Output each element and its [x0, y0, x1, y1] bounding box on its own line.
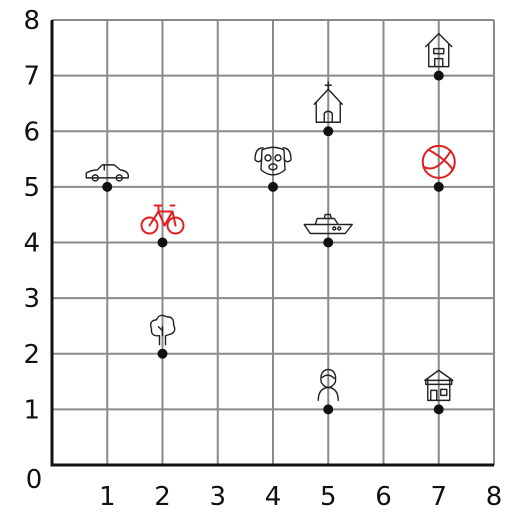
grid-point: [254, 146, 292, 192]
y-tick-label: 1: [23, 395, 40, 425]
car-icon: [85, 164, 129, 182]
x-tick-label: 1: [99, 482, 116, 512]
point-marker: [157, 237, 168, 248]
axes: [50, 20, 494, 467]
y-tick-label: 4: [23, 229, 40, 259]
point-marker: [323, 126, 334, 137]
grid-point: [313, 81, 343, 137]
x-tick-label: 8: [486, 482, 503, 512]
y-tick-label: 8: [23, 6, 40, 36]
x-tick-labels: 1 2 3 4 5 6 7 8: [99, 482, 502, 512]
point-marker: [102, 181, 113, 192]
point-marker: [157, 348, 168, 359]
dog-icon: [254, 146, 292, 176]
x-tick-label: 6: [375, 482, 392, 512]
plotted-points: [85, 32, 456, 415]
x-tick-label: 2: [154, 482, 171, 512]
y-tick-label: 6: [23, 117, 40, 147]
point-marker: [433, 404, 444, 415]
grid-point: [303, 213, 353, 248]
y-tick-labels: 1 2 3 4 5 6 7 8: [23, 6, 40, 425]
tree-icon: [149, 314, 176, 346]
house-icon: [425, 32, 453, 68]
point-marker: [323, 237, 334, 248]
point-marker: [433, 70, 444, 81]
x-tick-label: 5: [320, 482, 337, 512]
boat-icon: [303, 213, 353, 235]
x-tick-label: 3: [209, 482, 226, 512]
person-icon: [317, 368, 339, 402]
church-icon: [313, 81, 343, 123]
grid-point: [425, 32, 453, 81]
x-tick-label: 7: [430, 482, 447, 512]
grid-point: [149, 314, 176, 359]
grid-point: [317, 368, 339, 415]
point-marker: [323, 404, 334, 415]
grid-point: [140, 204, 185, 248]
grid-lines: [52, 19, 495, 465]
grid-point: [424, 369, 454, 415]
y-tick-label: 3: [23, 284, 40, 314]
y-tick-label: 2: [23, 340, 40, 370]
point-marker: [433, 181, 444, 192]
store-icon: [424, 369, 454, 402]
y-tick-label: 7: [23, 62, 40, 92]
grid-point: [85, 164, 129, 192]
y-tick-label: 5: [23, 173, 40, 203]
bicycle-icon: [140, 204, 185, 235]
point-marker: [268, 181, 278, 192]
ball-icon: [421, 144, 456, 179]
origin-label: 0: [26, 465, 43, 495]
x-tick-label: 4: [265, 482, 282, 512]
grid-point: [421, 144, 456, 192]
